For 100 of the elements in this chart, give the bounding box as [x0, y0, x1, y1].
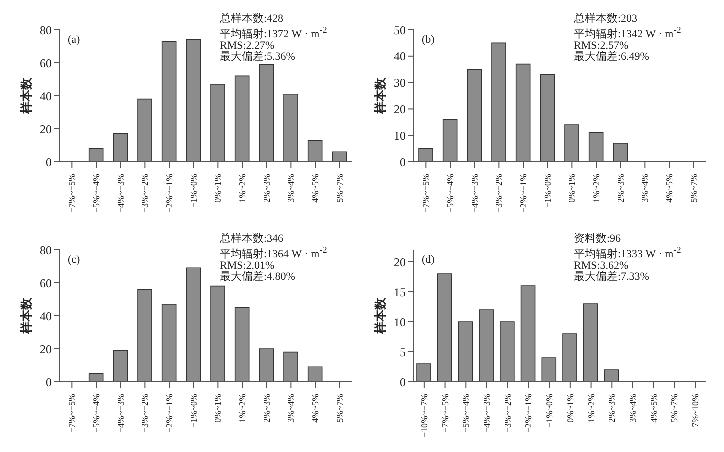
- bar: [467, 69, 482, 162]
- bar: [500, 322, 515, 382]
- x-tick-label: 4%~5%: [664, 174, 674, 203]
- annotation: (c): [68, 254, 80, 266]
- x-tick-label: −3%~−2%: [140, 394, 150, 434]
- bar: [186, 268, 202, 382]
- x-tick-label: −4%~−3%: [482, 394, 492, 434]
- x-tick-label: 3%~4%: [628, 394, 638, 423]
- annotation: 平均辐射:1342 W · m$^{-2}$: [574, 25, 682, 41]
- annotation: RMS:2.01%: [220, 260, 276, 272]
- text: 总样本数:428: [220, 13, 285, 25]
- y-tick-label: 10: [394, 315, 406, 330]
- bar: [162, 304, 177, 382]
- annotation: 最大偏差:4.80%: [220, 270, 296, 283]
- bar: [234, 76, 250, 162]
- x-tick-label: −2%~−1%: [524, 394, 534, 434]
- y-tick-label: 0: [46, 375, 52, 390]
- y-tick-label: 30: [394, 76, 406, 90]
- annotation: (a): [68, 34, 80, 46]
- annotation: (d): [422, 254, 435, 266]
- y-tick-label: 40: [394, 50, 406, 64]
- bar: [234, 307, 250, 382]
- annotation: 平均辐射:1333 W · m$^{-2}$: [574, 245, 682, 261]
- x-tick-label: −3%~−2%: [140, 174, 150, 214]
- x-tick-label: 3%~4%: [286, 394, 296, 423]
- y-tick-label: 20: [394, 102, 406, 116]
- bar: [437, 274, 452, 382]
- x-tick-label: −5%~−4%: [92, 394, 102, 434]
- bar: [308, 140, 323, 162]
- y-tick-label: 50: [394, 23, 406, 38]
- bar: [88, 373, 104, 382]
- bar: [113, 350, 128, 382]
- x-tick-label: −1%~0%: [542, 174, 553, 208]
- x-tick-label: 4%~5%: [310, 174, 320, 203]
- bar: [416, 364, 432, 382]
- y-tick-label: 60: [40, 56, 52, 70]
- bar: [492, 42, 506, 162]
- x-tick-label: −2%~−1%: [164, 174, 174, 214]
- x-tick-label: −3%~−2%: [502, 394, 513, 434]
- bar: [186, 40, 202, 162]
- bar: [113, 134, 128, 162]
- x-tick-label: 2%~3%: [616, 174, 626, 203]
- annotation: 最大偏差:6.49%: [574, 50, 650, 63]
- x-tick-label: −4%~−3%: [116, 394, 126, 434]
- y-axis-title: 样本数: [19, 297, 34, 335]
- bar: [210, 286, 226, 382]
- bar: [88, 148, 104, 162]
- y-axis-title: 样本数: [373, 77, 388, 115]
- y-axis-title: 样本数: [373, 297, 388, 335]
- bar: [259, 348, 274, 382]
- annotation: RMS:2.57%: [574, 40, 630, 52]
- y-axis-title: 样本数: [19, 77, 34, 115]
- y-tick-label: 0: [400, 155, 406, 170]
- x-tick-label: −4%~−3%: [116, 174, 126, 214]
- y-tick-label: 0: [46, 155, 52, 170]
- bar: [562, 334, 578, 382]
- x-tick-label: 7%~10%: [690, 394, 701, 428]
- annotation: 最大偏差:5.36%: [220, 50, 296, 63]
- x-tick-label: 4%~5%: [310, 394, 320, 423]
- y-tick-label: 40: [40, 309, 52, 324]
- y-tick-label: 80: [40, 23, 52, 38]
- bar: [284, 94, 298, 162]
- bar: [458, 322, 474, 382]
- x-tick-label: −5%~−4%: [461, 394, 472, 434]
- x-tick-label: −7%~−5%: [440, 394, 450, 434]
- x-tick-label: 2%~3%: [607, 394, 618, 423]
- bar: [613, 143, 628, 162]
- x-tick-label: −3%~−2%: [494, 174, 504, 214]
- x-tick-label: −4%~−3%: [470, 174, 480, 214]
- x-tick-label: −1%~0%: [188, 394, 199, 428]
- bar: [210, 84, 226, 162]
- x-tick-label: 5%~7%: [670, 394, 680, 423]
- y-tick-label: 5: [400, 345, 406, 360]
- bar: [284, 352, 298, 382]
- bar: [588, 132, 604, 162]
- x-tick-label: 5%~7%: [334, 174, 345, 203]
- annotation: (b): [422, 34, 435, 46]
- text: 资料数:96: [574, 233, 622, 245]
- y-tick-label: 15: [394, 285, 406, 300]
- x-tick-label: 2%~3%: [262, 394, 272, 423]
- bar: [542, 358, 557, 382]
- annotation: RMS:2.27%: [220, 40, 276, 52]
- x-tick-label: 5%~7%: [688, 174, 699, 203]
- x-tick-label: 1%~2%: [238, 394, 248, 423]
- bar: [564, 124, 580, 162]
- bar: [442, 119, 458, 162]
- x-tick-label: −5%~−4%: [92, 174, 102, 214]
- bar: [520, 286, 536, 382]
- y-tick-label: 80: [40, 243, 52, 258]
- y-tick-label: 10: [394, 128, 406, 143]
- x-tick-label: 1%~2%: [592, 174, 602, 203]
- y-tick-label: 40: [40, 89, 52, 104]
- bar: [540, 74, 556, 162]
- x-tick-label: −5%~−4%: [446, 174, 456, 214]
- y-tick-label: 20: [40, 342, 52, 356]
- x-tick-label: 1%~2%: [238, 174, 248, 203]
- x-tick-label: 0%~1%: [565, 394, 576, 423]
- y-tick-label: 20: [394, 255, 406, 270]
- x-tick-label: 5%~7%: [334, 394, 345, 423]
- x-tick-label: 1%~2%: [586, 394, 596, 423]
